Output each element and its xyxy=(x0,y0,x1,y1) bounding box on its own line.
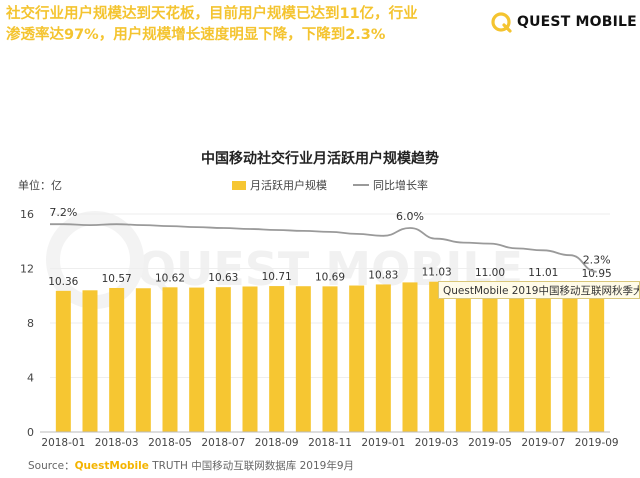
x-tick-label: 2018-07 xyxy=(201,437,245,449)
bar xyxy=(109,287,125,432)
x-tick-label: 2018-05 xyxy=(148,437,192,449)
x-tick-label: 2018-11 xyxy=(308,437,352,449)
chart-title: 中国移动社交行业月活跃用户规模趋势 xyxy=(201,151,439,167)
line-data-label: 6.0% xyxy=(396,210,424,223)
bar xyxy=(162,287,178,432)
y-tick-label: 12 xyxy=(20,263,34,276)
headline: 社交行业用户规模达到天花板，目前用户规模已达到11亿，行业 渗透率达97%，用户… xyxy=(6,4,476,46)
bar xyxy=(322,286,338,432)
x-tick-label: 2018-09 xyxy=(255,437,299,449)
legend-line-swatch xyxy=(353,184,369,186)
legend-bar-swatch xyxy=(232,180,246,190)
bar-labels: 10.36 10.57 10.62 10.63 10.71 10.69 10.83 11.03… xyxy=(48,267,611,288)
x-tick-label: 2019-09 xyxy=(575,437,619,449)
source-text: TRUTH 中国移动互联网数据库 2019年9月 xyxy=(148,460,354,472)
bar xyxy=(215,287,231,432)
y-tick-label: 4 xyxy=(27,372,34,385)
bar xyxy=(562,282,578,432)
bar xyxy=(349,285,365,432)
bar xyxy=(295,286,311,432)
bar-data-label: 10.69 xyxy=(315,271,345,283)
bar xyxy=(429,281,445,432)
bar xyxy=(242,286,258,432)
bar xyxy=(482,282,498,432)
y-tick-label: 8 xyxy=(27,317,34,330)
x-tick-label: 2019-05 xyxy=(468,437,512,449)
bar-data-label: 10.95 xyxy=(582,268,612,280)
tooltip: QuestMobile 2019中国移动互联网秋季大报告 xyxy=(438,281,640,299)
bar xyxy=(535,281,551,432)
logo-text: QUEST MOBILE xyxy=(517,14,637,30)
x-tick-label: 2018-03 xyxy=(95,437,139,449)
bar xyxy=(189,287,205,432)
source-prefix: Source： xyxy=(28,460,75,472)
bar xyxy=(135,288,151,432)
bar xyxy=(509,282,525,432)
bar-data-label: 11.01 xyxy=(528,267,558,279)
bar xyxy=(402,282,418,432)
bar xyxy=(589,282,605,432)
source-note: Source：QuestMobile TRUTH 中国移动互联网数据库 2019… xyxy=(28,458,354,473)
headline-line-1: 社交行业用户规模达到天花板，目前用户规模已达到11亿，行业 xyxy=(6,6,418,22)
source-brand: QuestMobile xyxy=(74,460,149,472)
bar-data-label: 10.71 xyxy=(262,271,292,283)
questmobile-logo-icon xyxy=(491,12,512,33)
bar-data-label: 10.57 xyxy=(102,273,132,285)
watermark-ring xyxy=(46,211,144,309)
unit-label: 单位：亿 xyxy=(18,179,62,192)
bar xyxy=(375,284,391,432)
bar-data-label: 11.00 xyxy=(475,267,505,279)
bar-data-label: 10.62 xyxy=(155,272,185,284)
y-axis: 0 4 8 12 16 xyxy=(20,208,34,439)
headline-line-2: 渗透率达97%，用户规模增长速度明显下降，下降到2.3% xyxy=(6,27,386,43)
y-tick-label: 16 xyxy=(20,208,34,221)
legend-bar-label: 月活跃用户规模 xyxy=(250,179,327,192)
questmobile-logo: QUEST MOBILE xyxy=(490,8,637,36)
bar xyxy=(269,286,285,432)
y-tick-label: 0 xyxy=(27,426,34,439)
bar-data-label: 10.36 xyxy=(48,276,78,288)
bars xyxy=(55,281,605,432)
growth-line xyxy=(50,223,597,273)
x-tick-label: 2018-01 xyxy=(41,437,85,449)
bar-data-label: 10.83 xyxy=(368,269,398,281)
x-tick-label: 2019-01 xyxy=(361,437,405,449)
line-data-label: 7.2% xyxy=(49,206,77,219)
chart-legend: 月活跃用户规模 同比增长率 xyxy=(232,177,428,193)
growth-line-path xyxy=(50,223,597,273)
legend-line-label: 同比增长率 xyxy=(373,179,428,192)
x-axis: 2018-01 2018-03 2018-05 2018-07 2018-09 2018-… xyxy=(40,431,619,449)
x-tick-label: 2019-07 xyxy=(521,437,565,449)
line-data-label: 2.3% xyxy=(583,254,611,267)
bar-data-label: 11.03 xyxy=(422,267,452,279)
bar xyxy=(55,290,71,432)
bar xyxy=(82,290,98,432)
x-tick-label: 2019-03 xyxy=(415,437,459,449)
bar-data-label: 10.63 xyxy=(208,272,238,284)
line-labels: 7.2% 6.0% 2.3% xyxy=(49,206,610,267)
bar xyxy=(455,282,471,432)
